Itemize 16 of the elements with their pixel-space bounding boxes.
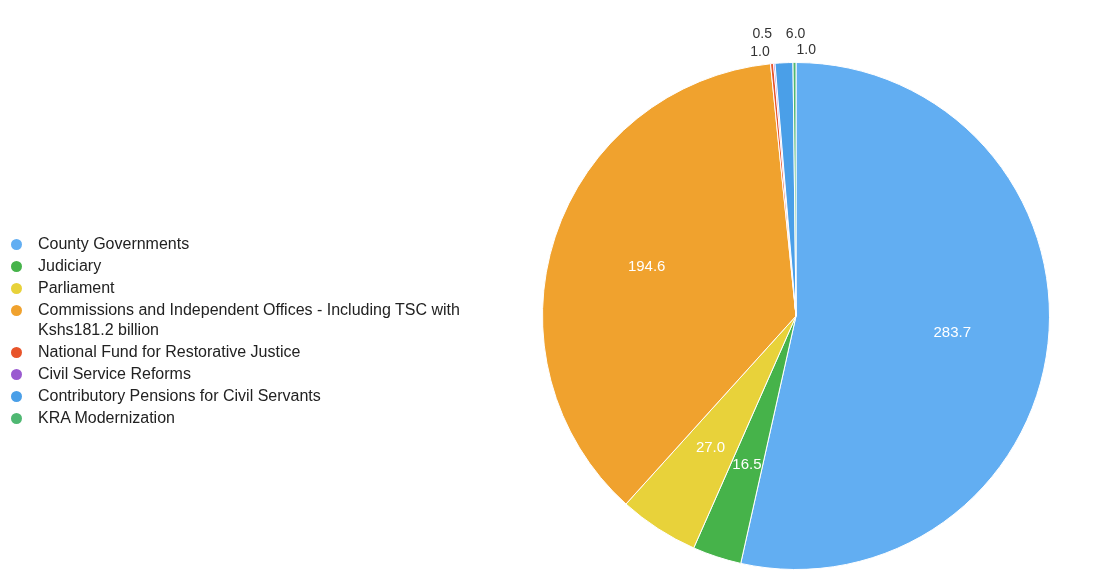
legend-label: Parliament — [38, 278, 115, 298]
data-label: 283.7 — [933, 323, 971, 341]
data-label: 1.0 — [750, 42, 770, 59]
data-label: 6.0 — [785, 24, 806, 41]
data-label: 0.5 — [752, 25, 773, 42]
legend-label: National Fund for Restorative Justice — [38, 342, 301, 362]
data-label: 1.0 — [796, 41, 817, 58]
legend-label: KRA Modernization — [38, 408, 175, 428]
data-label: 16.5 — [732, 455, 762, 473]
legend-label: County Governments — [38, 234, 190, 254]
legend-label: Commissions and Independent Offices - Including TSC with Kshs181.2 billion — [38, 300, 461, 340]
legend-label: Judiciary — [38, 256, 102, 276]
legend-label: Contributory Pensions for Civil Servants — [38, 386, 321, 406]
data-label: 27.0 — [695, 438, 726, 456]
data-label: 194.6 — [627, 257, 666, 275]
legend-label: Civil Service Reforms — [38, 364, 191, 384]
